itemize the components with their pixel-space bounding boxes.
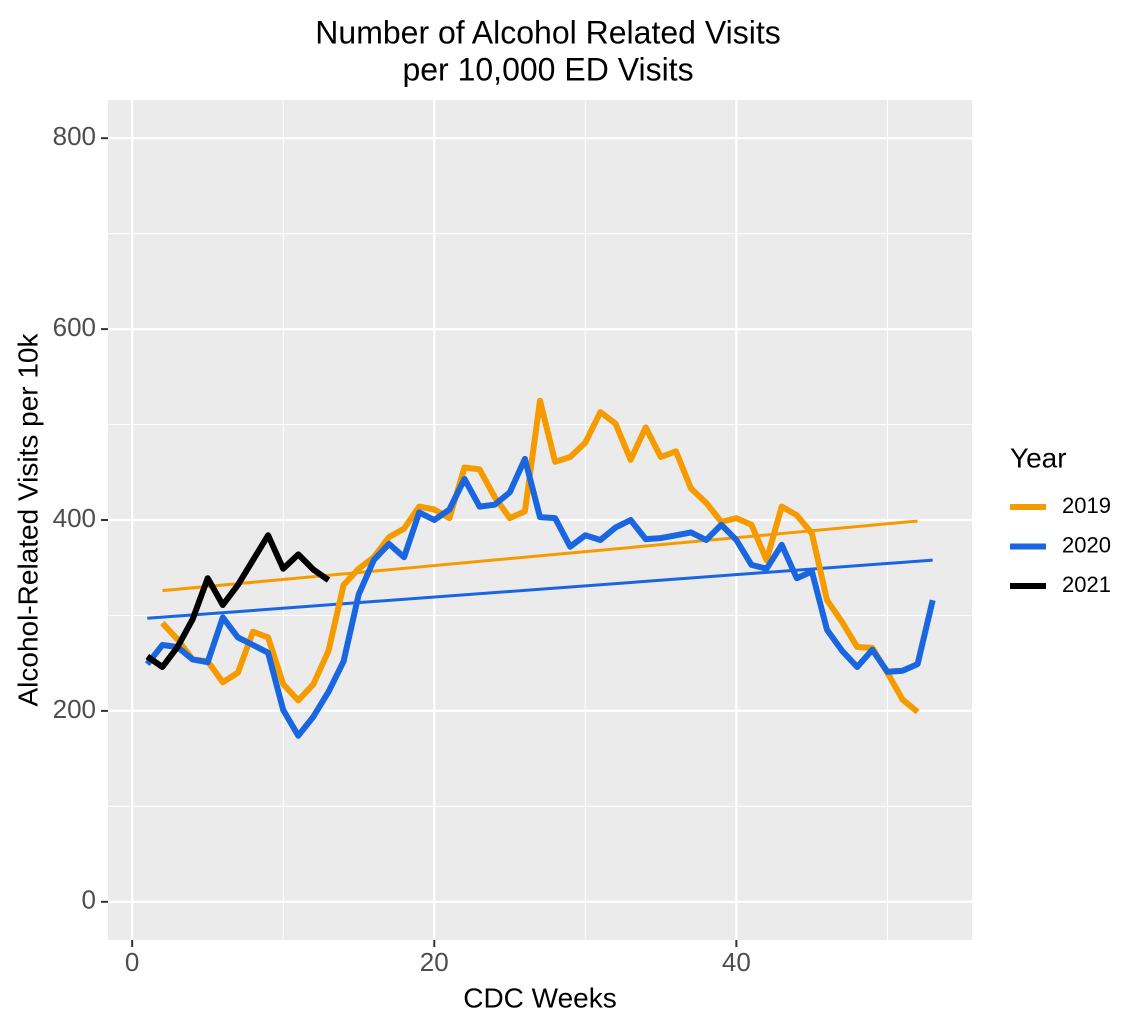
chart-title: per 10,000 ED Visits [402,51,693,87]
y-tick-label: 0 [82,885,96,915]
legend-label: 2020 [1062,532,1111,557]
x-tick-label: 20 [420,947,449,977]
chart-title: Number of Alcohol Related Visits [315,14,780,50]
series-line [144,455,936,739]
y-tick-label: 200 [53,694,96,724]
y-tick-label: 600 [53,312,96,342]
y-tick-label: 400 [53,503,96,533]
legend-label: 2021 [1062,572,1111,597]
legend-label: 2019 [1062,493,1111,518]
y-tick-label: 800 [53,121,96,151]
series-line [145,532,331,670]
legend-title: Year [1010,442,1067,473]
series-line [160,397,920,715]
y-axis-label: Alcohol-Related Visits per 10k [12,332,43,706]
trend-line [147,558,933,620]
x-tick-label: 40 [722,947,751,977]
x-tick-label: 0 [125,947,139,977]
x-axis-label: CDC Weeks [463,982,617,1013]
trend-line [162,519,918,593]
